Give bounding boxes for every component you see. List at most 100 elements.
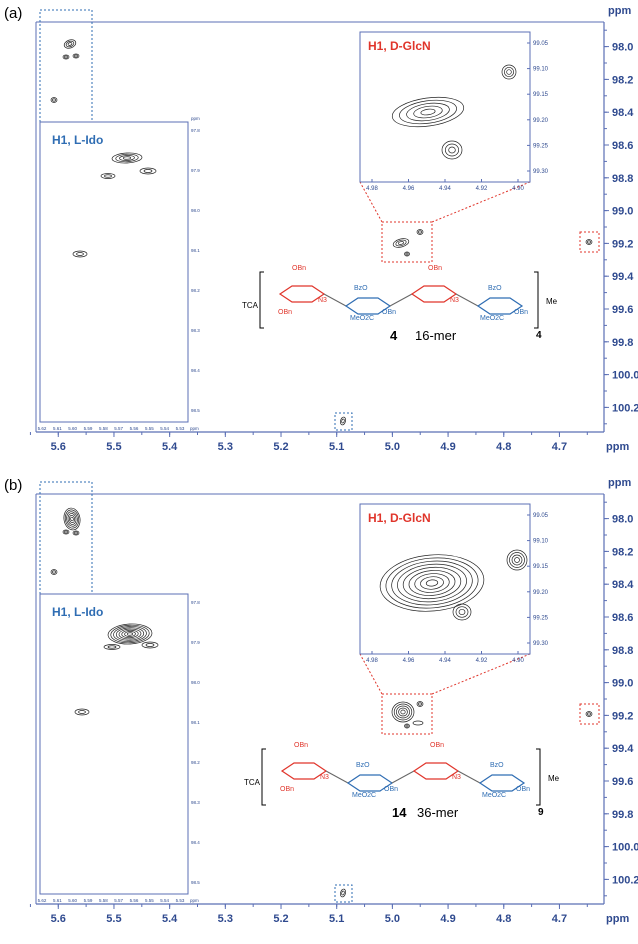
peak-contour [70,516,74,522]
inset-contour [76,252,84,256]
glycosidic-bond [325,770,349,784]
y-tick-label: 98.2 [612,546,633,558]
x-tick-label: 4.8 [496,913,511,925]
inset-contour [420,108,436,116]
ido-x-tick: 5.61 [53,898,62,903]
peak-contour [340,416,346,426]
x-tick-label: 5.5 [106,441,121,453]
peak-contour [72,530,80,536]
ido-x-tick: 5.53 [176,426,185,431]
x-tick-label: 5.4 [162,441,178,453]
peak-contour [63,39,77,49]
peak-contour [405,252,409,256]
x-tick-label: 4.9 [440,913,455,925]
inset-contour [506,69,512,75]
ido-x-tick: 5.58 [99,426,108,431]
inset-contour [113,626,147,642]
spectrum-panel-b: (b) 5.6 5.5 5.4 5.3 5.2 5.1 5.0 4.9 4.8 4.7 ppm 98.0… [0,472,638,944]
x-axis-label: ppm [606,441,629,453]
glcn-y-tick: 99.10 [533,67,549,73]
peak-contour [391,701,415,723]
y-tick-label: 99.2 [612,710,633,722]
glycosidic-bond [391,770,415,784]
x-tick-label: 4.9 [440,441,455,453]
inset-contour [111,152,143,164]
x-tick-label: 5.3 [218,913,233,925]
panel-label: (a) [4,5,22,22]
glycosidic-bond [389,293,413,307]
peak-contour [341,890,345,896]
x-tick-label: 4.7 [552,913,567,925]
tca-label: TCA [242,301,259,310]
y-tick-label: 99.0 [612,206,633,218]
y-tick-label: 99.8 [612,337,633,349]
inset-contour [104,174,112,178]
inset-contour [126,632,134,636]
inset-contour [122,156,132,160]
group-label: OBn [430,742,444,749]
group-label: MeO2C [352,792,376,799]
peak-contour [64,55,68,59]
ido-x-tick: 5.56 [130,426,139,431]
group-label: MeO2C [482,792,506,799]
peak-contour [72,53,80,59]
ido-y-tick: 98.5 [191,408,200,413]
peak-contour [50,569,58,575]
peak-contour [585,239,593,245]
ido-x-tick: 5.55 [145,898,154,903]
ido-y-tick: 98.2 [191,288,200,293]
y-tick-label: 99.4 [612,743,634,755]
inset-contour [119,155,135,161]
peak-contour [418,702,422,706]
y-tick-label: 99.4 [612,271,634,283]
glcn-y-tick: 99.05 [533,41,549,47]
zoom-line [431,181,531,223]
ido-x-tick: 5.54 [160,426,169,431]
glcn-inset-title: H1, D-GlcN [368,511,431,525]
y-axis-label: ppm [608,5,631,17]
inset-contour [74,708,90,716]
glycosidic-bond [455,293,479,307]
group-label: N3 [450,297,459,304]
inset-contour [458,608,466,616]
y-tick-label: 98.6 [612,612,633,624]
bottom-peak-box [334,412,353,431]
peak-contour [416,229,424,235]
bottom-peak-box [334,884,353,903]
ido-y-tick: 98.3 [191,328,200,333]
inset-contour [399,99,457,125]
inset-contour [121,629,139,639]
y-tick-label: 98.4 [612,579,634,591]
compound-number: 4 [390,328,398,343]
inset-contour [511,554,523,566]
y-tick-label: 98.2 [612,74,633,86]
glcn-y-tick: 99.20 [533,590,549,596]
ido-y-tick: 97.9 [191,640,200,645]
sugar-ring [476,297,524,315]
ido-y-label: ppm [191,116,200,121]
peak-contour [400,709,406,715]
inset-contour [110,624,150,644]
ido-y-tick: 98.0 [191,208,200,213]
end-group-label: Me [548,774,560,783]
ido-inset-title: H1, L-Ido [52,133,103,147]
ido-x-tick: 5.57 [114,426,123,431]
polymer-length: 16-mer [415,328,457,343]
y-tick-label: 98.0 [612,514,633,526]
ido-x-tick: 5.55 [145,426,154,431]
inset-contour [501,64,517,80]
glcn-inset-frame [359,31,531,183]
group-label: MeO2C [350,315,374,322]
peak-contour [393,703,413,721]
peak-contour [68,515,76,523]
ido-x-tick: 5.59 [84,426,93,431]
inset-contour [72,250,88,258]
peak-contour [340,888,346,898]
inset-contour [444,143,460,157]
x-tick-label: 4.7 [552,441,567,453]
x-tick-label: 5.1 [329,441,344,453]
ido-x-tick: 5.62 [38,426,47,431]
x-tick-label: 5.1 [329,913,344,925]
inset-contour [425,579,439,587]
panel-label: (b) [4,477,22,494]
